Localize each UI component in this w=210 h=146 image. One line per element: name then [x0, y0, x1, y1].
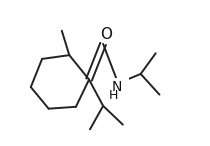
- FancyBboxPatch shape: [99, 28, 113, 42]
- FancyBboxPatch shape: [109, 78, 129, 96]
- Text: O: O: [100, 27, 112, 42]
- Text: H: H: [109, 89, 118, 102]
- Text: N: N: [112, 80, 122, 94]
